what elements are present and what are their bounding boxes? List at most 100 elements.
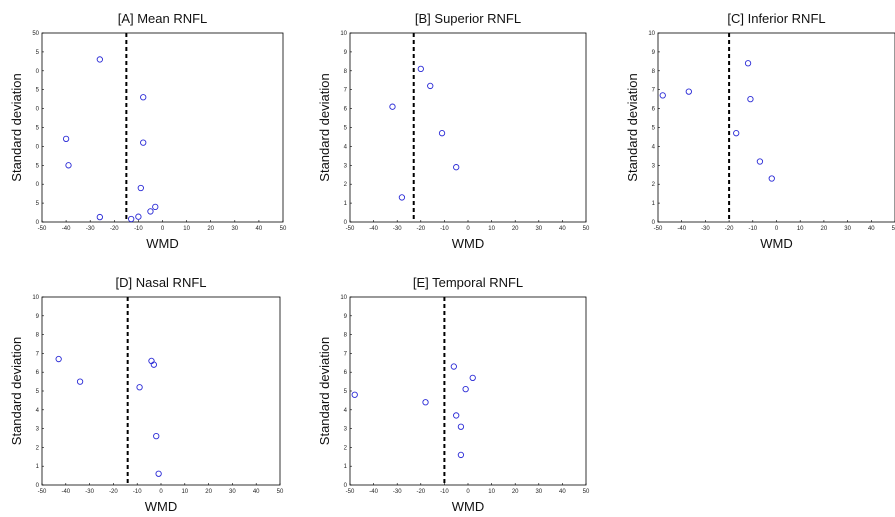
x-tick-label: -50 — [346, 489, 355, 495]
y-tick-label: 10 — [340, 295, 347, 301]
y-tick-label: 2 — [652, 182, 656, 188]
y-tick-label: 4 — [36, 408, 40, 414]
plot-area-superior — [349, 32, 587, 223]
y-tick-label: 5 — [36, 389, 40, 395]
x-axis-label-nasal: WMD — [145, 499, 178, 514]
y-tick-label: 6 — [652, 107, 656, 113]
y-tick-label: 1 — [36, 464, 40, 470]
x-tick-label: 30 — [229, 489, 236, 495]
chart-title-nasal: [D] Nasal RNFL — [115, 275, 206, 290]
data-point — [153, 432, 160, 440]
y-tick-label: 3 — [36, 427, 40, 433]
data-point — [453, 164, 460, 171]
x-tick-label: -20 — [110, 226, 119, 232]
x-tick-label: 40 — [256, 226, 263, 232]
x-tick-label: 30 — [844, 226, 851, 232]
x-tick-label: -10 — [440, 226, 449, 232]
data-point — [136, 384, 143, 391]
y-tick-label: 7 — [652, 88, 656, 94]
y-tick-label: 7 — [344, 88, 348, 94]
plot-area-nasal — [41, 296, 281, 486]
y-axis-label-superior: Standard deviation — [317, 73, 332, 181]
y-tick-label: 0 — [652, 220, 656, 226]
x-tick-label: 50 — [892, 226, 895, 232]
y-tick-label: 2 — [344, 182, 348, 188]
y-tick-label: 0 — [36, 182, 40, 188]
data-point — [96, 56, 103, 63]
x-axis-label-superior: WMD — [452, 236, 485, 251]
y-tick-label: 5 — [344, 389, 348, 395]
y-tick-label: 9 — [344, 314, 348, 320]
y-tick-label: 10 — [648, 31, 655, 37]
x-tick-label: -20 — [725, 226, 734, 232]
data-point — [417, 65, 424, 73]
x-tick-label: -50 — [38, 226, 47, 232]
y-tick-label: 4 — [344, 144, 348, 150]
chart-inferior: [C] Inferior RNFL-50 -40 -30 -20 -10 0 10 20 30 4… — [625, 11, 895, 251]
x-tick-label: 0 — [161, 226, 165, 232]
x-tick-label: 20 — [512, 489, 519, 495]
y-tick-label: 0 — [36, 483, 40, 489]
y-axis-label-inferior: Standard deviation — [625, 73, 640, 181]
x-tick-label: -30 — [393, 489, 402, 495]
x-tick-label: -10 — [748, 226, 757, 232]
x-axis-label-temporal: WMD — [452, 499, 485, 514]
y-tick-label: 7 — [344, 351, 348, 357]
data-point — [427, 82, 434, 90]
data-point — [462, 385, 469, 393]
data-point — [351, 391, 358, 398]
chart-superior: [B] Superior RNFL-50 -40 -30 -20 -10 0 10 20 30 4… — [317, 11, 590, 251]
x-tick-label: 0 — [159, 489, 163, 495]
data-point — [659, 92, 666, 99]
x-tick-label: -40 — [369, 226, 378, 232]
y-tick-label: 3 — [344, 427, 348, 433]
y-tick-label: 10 — [32, 295, 39, 301]
data-point — [685, 88, 692, 95]
chart-mean: [A] Mean RNFL-50 -40 -30 -20 -10 0 10 20 30 40 500… — [9, 11, 287, 251]
chart-title-mean: [A] Mean RNFL — [118, 11, 208, 26]
data-point — [55, 355, 62, 363]
chart-title-inferior: [C] Inferior RNFL — [727, 11, 825, 26]
x-tick-label: -10 — [133, 489, 142, 495]
data-point — [140, 94, 147, 101]
data-point — [453, 412, 460, 419]
x-tick-label: -30 — [701, 226, 710, 232]
x-axis-label-mean: WMD — [146, 236, 179, 251]
y-tick-label: 8 — [344, 333, 348, 339]
data-point — [76, 378, 84, 385]
y-tick-label: 6 — [344, 107, 348, 113]
chart-nasal: [D] Nasal RNFL-50 -40 -30 -20 -10 0 10 20 30 40 50… — [9, 275, 284, 514]
x-tick-label: -20 — [416, 226, 425, 232]
y-tick-label: 3 — [344, 163, 348, 169]
data-point — [62, 135, 70, 142]
y-tick-label: 0 — [36, 107, 40, 113]
y-tick-label: 9 — [344, 50, 348, 56]
y-tick-label: 0 — [344, 483, 348, 489]
x-tick-label: -50 — [654, 226, 663, 232]
x-tick-label: -10 — [134, 226, 143, 232]
y-tick-label: 5 — [36, 88, 40, 94]
y-tick-label: 50 — [32, 31, 39, 37]
y-tick-label: 6 — [344, 370, 348, 376]
x-tick-label: -30 — [85, 489, 94, 495]
y-tick-label: 1 — [344, 201, 348, 207]
x-tick-label: -30 — [86, 226, 95, 232]
x-tick-label: 40 — [253, 489, 260, 495]
x-tick-label: 50 — [583, 489, 590, 495]
data-point — [422, 399, 429, 406]
y-tick-label: 4 — [344, 408, 348, 414]
y-tick-label: 8 — [344, 69, 348, 75]
data-point — [747, 96, 754, 103]
x-tick-label: -40 — [62, 226, 71, 232]
data-point — [96, 213, 103, 221]
y-tick-label: 8 — [36, 333, 40, 339]
y-tick-label: 9 — [652, 50, 656, 56]
x-tick-label: 0 — [775, 226, 779, 232]
x-tick-label: 10 — [183, 226, 190, 232]
x-tick-label: -50 — [38, 489, 47, 495]
x-tick-label: 30 — [231, 226, 238, 232]
y-tick-label: 1 — [344, 464, 348, 470]
y-tick-label: 5 — [36, 201, 40, 207]
data-point — [398, 194, 406, 201]
y-tick-label: 0 — [36, 220, 40, 226]
